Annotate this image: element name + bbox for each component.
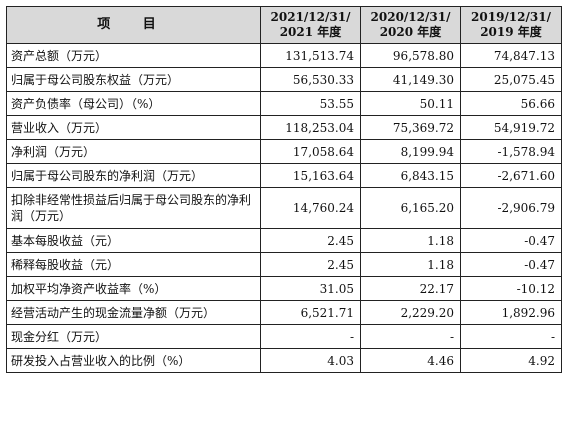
row-value: -2,671.60 [460,163,562,188]
table-header: 项 目 2021/12/31/ 2021 年度 2020/12/31/ 2020… [6,6,562,44]
table-body: 资产总额（万元） 131,513.74 96,578.80 74,847.13 … [6,43,562,373]
row-value: 118,253.04 [260,115,361,140]
header-period-line2: 2020 年度 [379,25,442,39]
row-value: -1,578.94 [460,139,562,164]
table-row: 资产总额（万元） 131,513.74 96,578.80 74,847.13 [6,43,562,68]
row-label: 稀释每股收益（元） [6,252,261,277]
row-value: 1.18 [360,228,461,253]
row-value: 1.18 [360,252,461,277]
row-value: 14,760.24 [260,187,361,229]
table-row: 净利润（万元） 17,058.64 8,199.94 -1,578.94 [6,139,562,164]
row-value: 4.92 [460,348,562,373]
table-row: 基本每股收益（元） 2.45 1.18 -0.47 [6,228,562,253]
row-value: 75,369.72 [360,115,461,140]
row-value: - [260,324,361,349]
row-value: 56.66 [460,91,562,116]
row-value: 6,843.15 [360,163,461,188]
row-value: 56,530.33 [260,67,361,92]
table-row: 扣除非经常性损益后归属于母公司股东的净利润（万元） 14,760.24 6,16… [6,187,562,229]
row-value: -2,906.79 [460,187,562,229]
header-period-2020: 2020/12/31/ 2020 年度 [360,6,461,44]
row-value: 31.05 [260,276,361,301]
row-value: -0.47 [460,228,562,253]
row-value: 41,149.30 [360,67,461,92]
table-row: 现金分红（万元） - - - [6,324,562,349]
row-label: 扣除非经常性损益后归属于母公司股东的净利润（万元） [6,187,261,229]
row-label: 经营活动产生的现金流量净额（万元） [6,300,261,325]
header-period-2021: 2021/12/31/ 2021 年度 [260,6,361,44]
table-row: 归属于母公司股东的净利润（万元） 15,163.64 6,843.15 -2,6… [6,163,562,188]
table-row: 资产负债率（母公司）（%） 53.55 50.11 56.66 [6,91,562,116]
row-value: 4.46 [360,348,461,373]
row-label: 加权平均净资产收益率（%） [6,276,261,301]
header-item: 项 目 [6,6,261,44]
table-row: 加权平均净资产收益率（%） 31.05 22.17 -10.12 [6,276,562,301]
row-value: 74,847.13 [460,43,562,68]
row-value: 2.45 [260,252,361,277]
table-row: 稀释每股收益（元） 2.45 1.18 -0.47 [6,252,562,277]
financial-summary-table: 项 目 2021/12/31/ 2021 年度 2020/12/31/ 2020… [6,6,562,373]
row-label: 资产负债率（母公司）（%） [6,91,261,116]
row-value: 2.45 [260,228,361,253]
row-label: 归属于母公司股东的净利润（万元） [6,163,261,188]
header-period-line1: 2019/12/31/ [471,10,551,24]
row-value: 6,521.71 [260,300,361,325]
row-label: 净利润（万元） [6,139,261,164]
row-value: 8,199.94 [360,139,461,164]
row-label: 营业收入（万元） [6,115,261,140]
financial-summary-table-container: 项 目 2021/12/31/ 2021 年度 2020/12/31/ 2020… [6,6,562,373]
header-period-line1: 2020/12/31/ [370,10,451,24]
row-value: 54,919.72 [460,115,562,140]
row-value: 1,892.96 [460,300,562,325]
row-value: -10.12 [460,276,562,301]
row-value: 22.17 [360,276,461,301]
row-value: - [460,324,562,349]
row-value: 25,075.45 [460,67,562,92]
row-value: 6,165.20 [360,187,461,229]
header-period-line1: 2021/12/31/ [270,10,351,24]
row-label: 现金分红（万元） [6,324,261,349]
row-label: 资产总额（万元） [6,43,261,68]
row-label: 研发投入占营业收入的比例（%） [6,348,261,373]
row-value: 15,163.64 [260,163,361,188]
table-row: 研发投入占营业收入的比例（%） 4.03 4.46 4.92 [6,348,562,373]
row-label: 归属于母公司股东权益（万元） [6,67,261,92]
row-value: 17,058.64 [260,139,361,164]
table-row: 经营活动产生的现金流量净额（万元） 6,521.71 2,229.20 1,89… [6,300,562,325]
row-value: 50.11 [360,91,461,116]
header-period-line2: 2019 年度 [480,25,542,39]
row-label: 基本每股收益（元） [6,228,261,253]
row-value: 131,513.74 [260,43,361,68]
table-row: 归属于母公司股东权益（万元） 56,530.33 41,149.30 25,07… [6,67,562,92]
row-value: - [360,324,461,349]
header-period-2019: 2019/12/31/ 2019 年度 [460,6,562,44]
row-value: 2,229.20 [360,300,461,325]
table-row: 营业收入（万元） 118,253.04 75,369.72 54,919.72 [6,115,562,140]
row-value: 96,578.80 [360,43,461,68]
header-row: 项 目 2021/12/31/ 2021 年度 2020/12/31/ 2020… [6,6,562,44]
header-period-line2: 2021 年度 [279,25,342,39]
row-value: 4.03 [260,348,361,373]
row-value: 53.55 [260,91,361,116]
row-value: -0.47 [460,252,562,277]
